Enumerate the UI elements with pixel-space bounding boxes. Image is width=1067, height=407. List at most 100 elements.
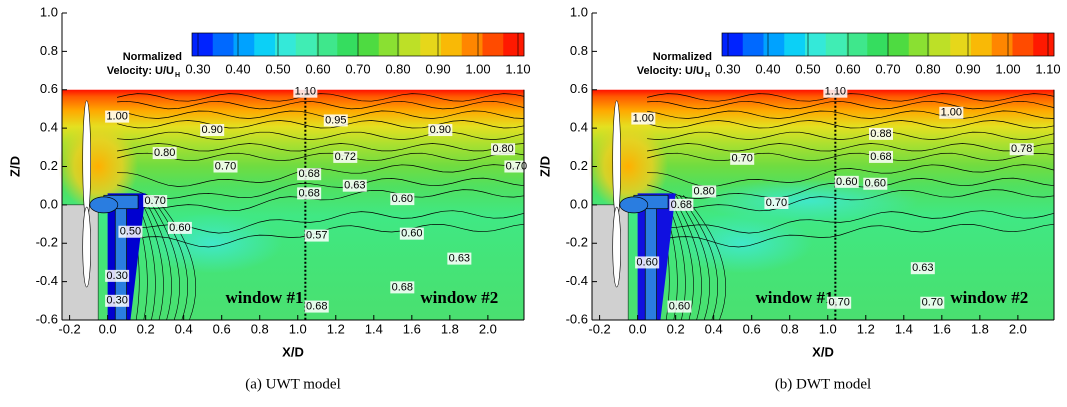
contour-label-bg	[635, 256, 660, 269]
colorbar-label: Velocity: U/U	[637, 65, 704, 77]
contour-label: 0.68	[870, 151, 891, 163]
colorbar-band	[482, 33, 504, 56]
caption: (b) DWT model	[775, 376, 871, 392]
contour-label: 0.68	[306, 300, 327, 312]
contour-label-bg	[167, 221, 192, 234]
x-tick-label: 1.8	[441, 321, 459, 336]
colorbar-tick-label: 1.00	[995, 61, 1020, 76]
blade	[612, 100, 622, 222]
y-tick-label: 0.6	[570, 81, 588, 96]
contour-label: 0.63	[912, 262, 933, 274]
contour-line	[117, 143, 525, 152]
y-tick-label: -0.6	[566, 311, 588, 326]
contour-label-bg	[834, 175, 859, 188]
y-tick-label: 0.2	[40, 158, 58, 173]
y-tick-label: 1.0	[570, 4, 588, 19]
contour-label: 1.00	[633, 112, 654, 124]
y-tick-label: 0.6	[40, 81, 58, 96]
colorbar-band	[295, 33, 317, 56]
contour-label-bg	[105, 294, 130, 307]
contour-label-bg	[105, 110, 130, 123]
colorbar-band	[399, 33, 421, 56]
contour-label: 0.68	[298, 168, 319, 180]
y-tick-label: 1.0	[40, 4, 58, 19]
contour-label-bg	[667, 300, 692, 313]
colorbar-label-subscript: H	[705, 72, 710, 79]
colorbar-band	[971, 33, 993, 56]
contour-label: 0.70	[731, 153, 752, 165]
contour-label-bg	[105, 269, 130, 282]
caption: (a) UWT model	[245, 376, 341, 392]
colorbar-tick-label: 0.80	[915, 61, 940, 76]
nacelle	[619, 196, 649, 214]
contour-label-bg	[118, 225, 143, 238]
contour-label: 0.68	[298, 187, 319, 199]
warm-region	[588, 121, 669, 212]
colorbar-tick-label: 0.30	[185, 61, 210, 76]
colorbar-band	[420, 33, 442, 56]
nacelle	[89, 196, 119, 214]
contour-line	[647, 143, 1055, 152]
colorbar-band	[929, 33, 951, 56]
contour-label: 0.80	[154, 147, 175, 159]
contour-label-bg	[297, 187, 322, 200]
blade	[612, 206, 622, 288]
contour-label-bg	[323, 114, 348, 127]
contour-label-bg	[730, 152, 755, 165]
colorbar-band	[337, 33, 359, 56]
contour-label: 0.90	[430, 124, 451, 136]
contour-line	[647, 110, 1055, 119]
colorbar-band	[742, 33, 764, 56]
colorbar-band	[846, 33, 868, 56]
contour-label-bg	[200, 124, 225, 137]
colorbar-tick-label: 0.60	[835, 61, 860, 76]
contour-label-bg	[447, 252, 472, 265]
colorbar-tick-label: 0.60	[305, 61, 330, 76]
x-tick-label: 1.2	[327, 321, 345, 336]
contour-label-bg	[491, 143, 516, 156]
contour-line	[137, 195, 164, 321]
contour-label: 0.80	[492, 143, 513, 155]
x-tick-label: 0.0	[629, 321, 647, 336]
contour-label: 0.70	[922, 297, 943, 309]
colorbar-band	[825, 33, 847, 56]
window-label: window #2	[950, 288, 1028, 307]
warm-region	[58, 121, 139, 212]
colorbar-tick-label: 0.40	[225, 61, 250, 76]
x-tick-label: 1.6	[933, 321, 951, 336]
colorbar-band	[722, 33, 744, 56]
colorbar-tick-label: 0.40	[755, 61, 780, 76]
contour-label-bg	[669, 198, 694, 211]
contour-label-bg	[293, 85, 318, 98]
contour-label: 0.60	[392, 193, 413, 205]
colorbar-band	[805, 33, 827, 56]
cool-region	[698, 179, 919, 224]
window-label: window #1	[226, 288, 304, 307]
contour-label-bg	[399, 227, 424, 240]
contour-label-bg	[692, 185, 717, 198]
contour-label: 0.80	[693, 185, 714, 197]
contour-label: 0.88	[870, 128, 891, 140]
contour-label: 1.10	[825, 86, 846, 98]
contour-label-bg	[910, 262, 935, 275]
contour-line	[145, 195, 180, 321]
colorbar-band	[358, 33, 380, 56]
colorbar-band	[316, 33, 338, 56]
contour-line	[647, 152, 1055, 162]
colorbar-band	[950, 33, 972, 56]
colorbar-band	[763, 33, 785, 56]
contour-label-bg	[152, 147, 177, 160]
cool-region	[142, 213, 283, 274]
colorbar-tick-label: 1.10	[1035, 61, 1060, 76]
y-tick-label: -0.4	[566, 273, 588, 288]
colorbar-tick-label: 0.90	[955, 61, 980, 76]
colorbar-label-subscript: H	[175, 72, 180, 79]
window-label: window #2	[420, 288, 498, 307]
contour-line	[647, 100, 1055, 110]
colorbar-band	[1012, 33, 1034, 56]
colorbar-band	[1033, 33, 1055, 56]
chart-panel: window #1 window #2 1.10 1.00 1.00 0.88 0.78 0.…	[537, 4, 1060, 392]
building	[591, 204, 629, 321]
y-tick-label: -0.2	[566, 235, 588, 250]
colorbar-band	[212, 33, 234, 56]
